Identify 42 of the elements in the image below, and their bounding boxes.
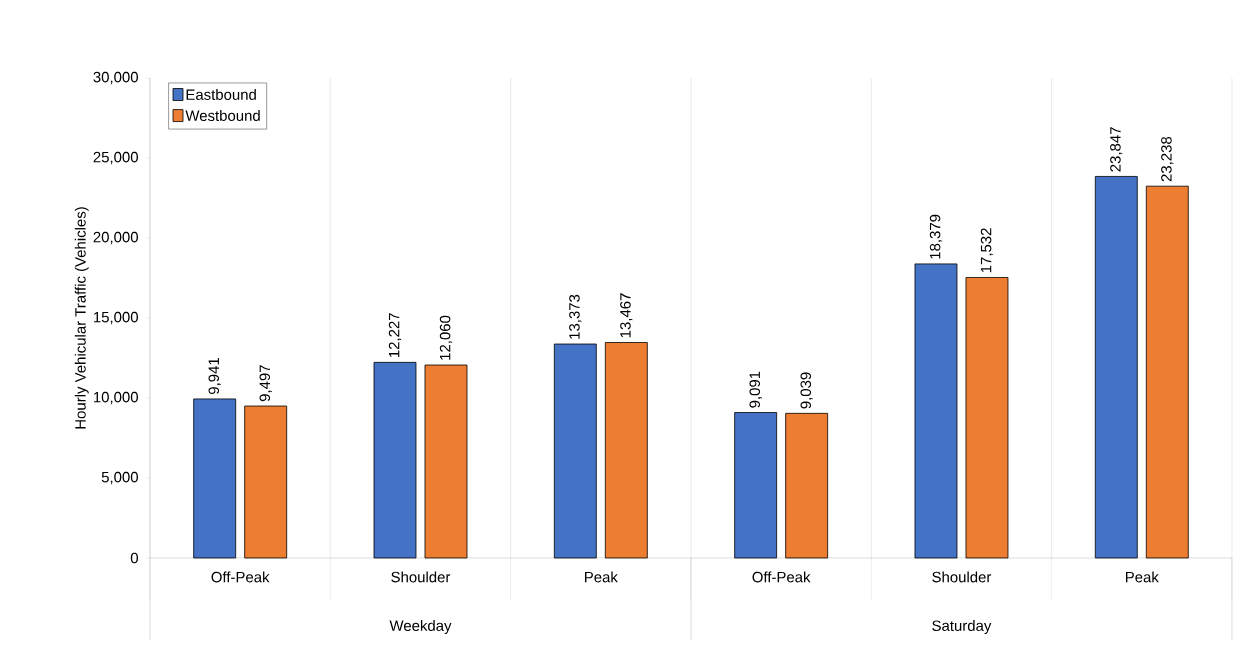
data-label: 9,039: [800, 372, 813, 409]
x-tick-label: Peak: [585, 571, 618, 583]
y-tick-label: 20,000: [93, 231, 138, 245]
data-label: 23,847: [1110, 127, 1123, 172]
bar: [734, 412, 778, 559]
data-label: 17,532: [980, 228, 994, 273]
data-label: 23,238: [1161, 136, 1174, 182]
bar: [424, 364, 468, 559]
y-tick-label: 15,000: [94, 311, 138, 325]
text: Weekday: [389, 620, 452, 634]
legend-label: Eastbound: [186, 88, 256, 100]
bar: [604, 342, 648, 559]
bar: [1145, 185, 1189, 559]
bar: [373, 361, 417, 559]
x-tick-label: Shoulder: [391, 571, 451, 583]
data-label: 13,467: [620, 293, 633, 338]
bar: [244, 405, 288, 559]
bar: [1094, 176, 1138, 559]
data-label: 9,091: [749, 371, 762, 408]
bar: [965, 277, 1009, 559]
bar: [553, 343, 597, 559]
y-tick-label: 10,000: [94, 391, 138, 405]
legend-label: Westbound: [185, 110, 260, 121]
data-label: 12,227: [388, 313, 402, 358]
data-label: 13,373: [569, 294, 582, 339]
data-label: 12,060: [439, 315, 453, 360]
y-tick-label: 5,000: [101, 471, 138, 485]
text: Saturday: [932, 620, 992, 634]
bar: [914, 263, 958, 559]
y-axis-title: Hourly Vehicular Traffic (Vehicles): [74, 207, 89, 429]
x-tick-label: Shoulder: [932, 571, 992, 583]
bar: [193, 398, 237, 559]
data-label: 18,379: [929, 214, 943, 259]
y-tick-label: 0: [130, 552, 138, 564]
bar: [785, 412, 829, 559]
x-tick-label: Peak: [1125, 571, 1159, 583]
y-tick-label: 30,000: [93, 71, 138, 85]
y-tick-label: 25,000: [93, 151, 138, 165]
data-label: 9,497: [259, 365, 272, 402]
data-label: 9,941: [208, 358, 221, 395]
x-tick-label: Off-Peak: [752, 571, 811, 583]
x-tick-label: Off-Peak: [211, 571, 270, 583]
